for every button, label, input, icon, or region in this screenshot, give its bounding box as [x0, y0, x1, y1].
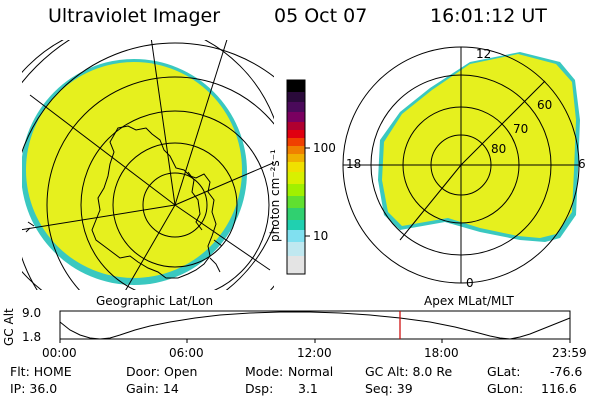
altitude-curve: [59, 311, 571, 340]
status-gain: Gain: 14: [126, 381, 179, 396]
status-glat-value: -76.6: [550, 364, 583, 379]
lon-line: [29, 94, 176, 206]
lat-circle: [80, 110, 270, 290]
status-gc-alt: GC Alt: 8.0 Re: [365, 364, 453, 379]
status-glat-label: GLat:: [487, 364, 521, 379]
lon-line: [125, 204, 176, 290]
time-tick-2359: 23:59: [552, 346, 587, 360]
lon-line: [150, 40, 176, 206]
time-tick-1800: 18:00: [424, 346, 459, 360]
date-label: 05 Oct 07: [274, 5, 368, 27]
lat-circle: [22, 42, 274, 290]
left-image-fill: [26, 62, 242, 278]
lon-line: [174, 40, 228, 206]
mlt-diagonal: [399, 164, 462, 241]
time-tick-0000: 00:00: [42, 346, 77, 360]
colorbar-tick-10: 10: [313, 229, 329, 243]
mlt-diagonal: [460, 80, 546, 166]
altitude-axis-title: GC Alt: [2, 308, 16, 346]
magnetic-map-panel: [342, 46, 580, 284]
time-tick-1200: 12:00: [297, 346, 332, 360]
altitude-y-tick-max: 9.0: [22, 306, 42, 320]
lat-circle: [46, 76, 274, 290]
status-glon-value: 116.6: [541, 381, 577, 396]
status-seq: Seq: 39: [365, 381, 413, 396]
status-glon-label: GLon:: [487, 381, 524, 396]
altitude-plot: [59, 310, 571, 343]
status-ip: IP: 36.0: [10, 381, 58, 396]
right-image-fill: [382, 54, 576, 238]
mlt-label-6: 6: [578, 157, 586, 171]
lon-line: [174, 162, 274, 206]
lat-circle: [142, 172, 208, 238]
left-panel-caption: Geographic Lat/Lon: [96, 294, 214, 308]
status-dsp-value: 3.1: [298, 381, 318, 396]
time-label: 16:01:12 UT: [430, 5, 547, 27]
status-mode-value: Normal: [288, 364, 334, 379]
colorbar-unit-label: photon cm⁻²s⁻¹: [268, 149, 282, 242]
altitude-y-tick-min: 1.8: [22, 330, 42, 344]
mlat-label-80: 80: [491, 142, 507, 156]
status-dsp-label: Dsp:: [245, 381, 274, 396]
mlt-label-18: 18: [346, 157, 362, 171]
coastline-peninsula: [187, 171, 203, 231]
coastline: [91, 125, 217, 279]
lon-line: [174, 204, 271, 271]
lat-circle: [112, 142, 238, 268]
mlat-label-70: 70: [513, 122, 529, 136]
status-mode-label: Mode:: [245, 364, 284, 379]
colorbar-tick-100: 100: [313, 141, 336, 155]
coastline-islands: [25, 221, 223, 273]
time-tick-0600: 06:00: [169, 346, 204, 360]
status-flt: Flt: HOME: [10, 364, 72, 379]
colorbar: [286, 79, 310, 275]
mlat-label-60: 60: [537, 98, 553, 112]
mlt-label-0: 0: [466, 276, 474, 290]
mlt-label-12: 12: [476, 47, 492, 61]
right-panel-caption: Apex MLat/MLT: [424, 294, 514, 308]
status-door: Door: Open: [126, 364, 198, 379]
geographic-map-panel: [22, 40, 274, 290]
instrument-title: Ultraviolet Imager: [48, 5, 221, 27]
